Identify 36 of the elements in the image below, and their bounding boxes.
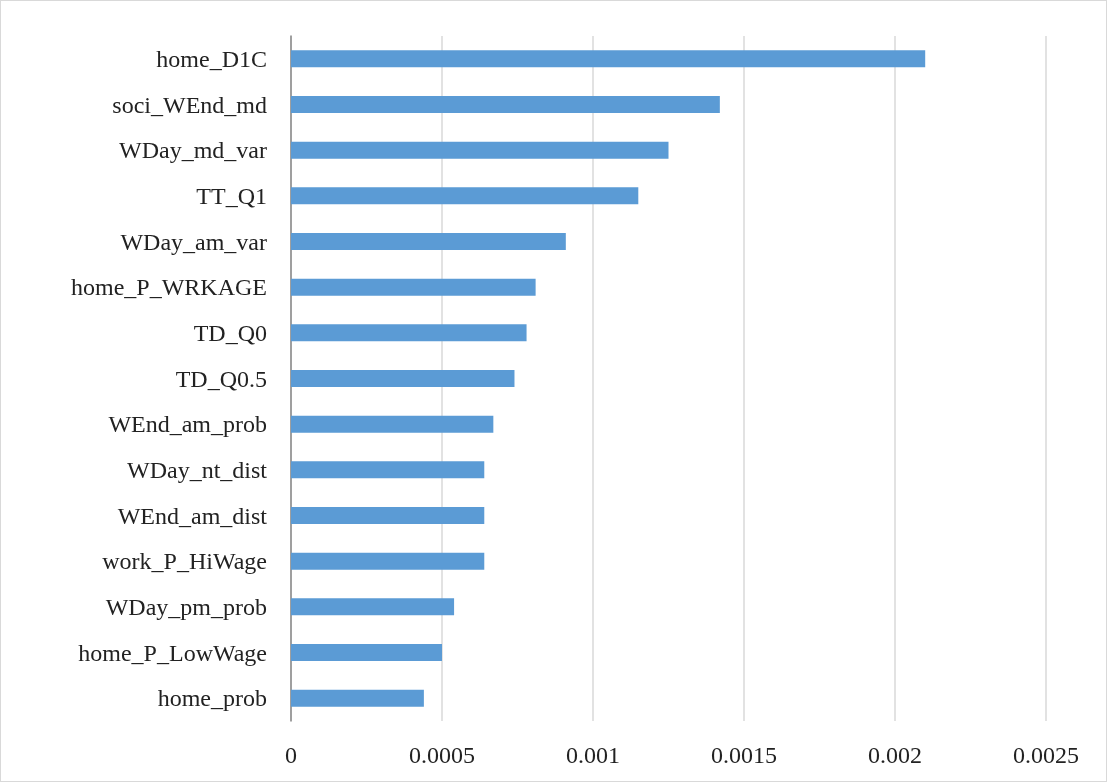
y-tick-label: home_P_LowWage [78, 639, 267, 666]
y-tick-label: home_P_WRKAGE [71, 274, 267, 301]
x-tick-label: 0 [285, 742, 297, 768]
y-tick-label: WDay_am_var [120, 228, 267, 255]
y-tick-label: TT_Q1 [196, 182, 267, 209]
bar [291, 507, 485, 524]
x-tick-label: 0.001 [566, 742, 620, 768]
bar [291, 461, 485, 479]
bar [291, 689, 424, 707]
x-tick-label: 0.002 [868, 742, 922, 768]
bar [291, 141, 669, 159]
x-tick-label: 0.0005 [409, 742, 475, 768]
y-tick-label: WEnd_am_prob [108, 411, 267, 438]
y-tick-label: WDay_md_var [119, 137, 267, 164]
y-tick-label: WEnd_am_dist [117, 502, 268, 529]
bar [291, 644, 442, 661]
bar [291, 233, 566, 250]
x-tick-label: 0.0025 [1013, 742, 1079, 768]
bar [291, 324, 527, 342]
bar [291, 96, 720, 113]
y-tick-label: soci_WEnd_md [112, 91, 267, 118]
y-tick-label: TD_Q0 [193, 319, 267, 346]
y-tick-label: WDay_pm_prob [105, 593, 267, 620]
bar [291, 187, 639, 205]
bar [291, 552, 485, 570]
bar [291, 598, 455, 616]
x-tick-label: 0.0015 [711, 742, 777, 768]
y-tick-label: WDay_nt_dist [127, 456, 268, 483]
y-tick-label: home_prob [157, 685, 267, 712]
bar [291, 415, 494, 433]
y-tick-label: TD_Q0.5 [175, 365, 267, 392]
y-tick-label: work_P_HiWage [102, 548, 267, 575]
bar [291, 50, 926, 68]
bar [291, 370, 515, 387]
bar [291, 278, 536, 296]
y-tick-label: home_D1C [156, 45, 267, 72]
